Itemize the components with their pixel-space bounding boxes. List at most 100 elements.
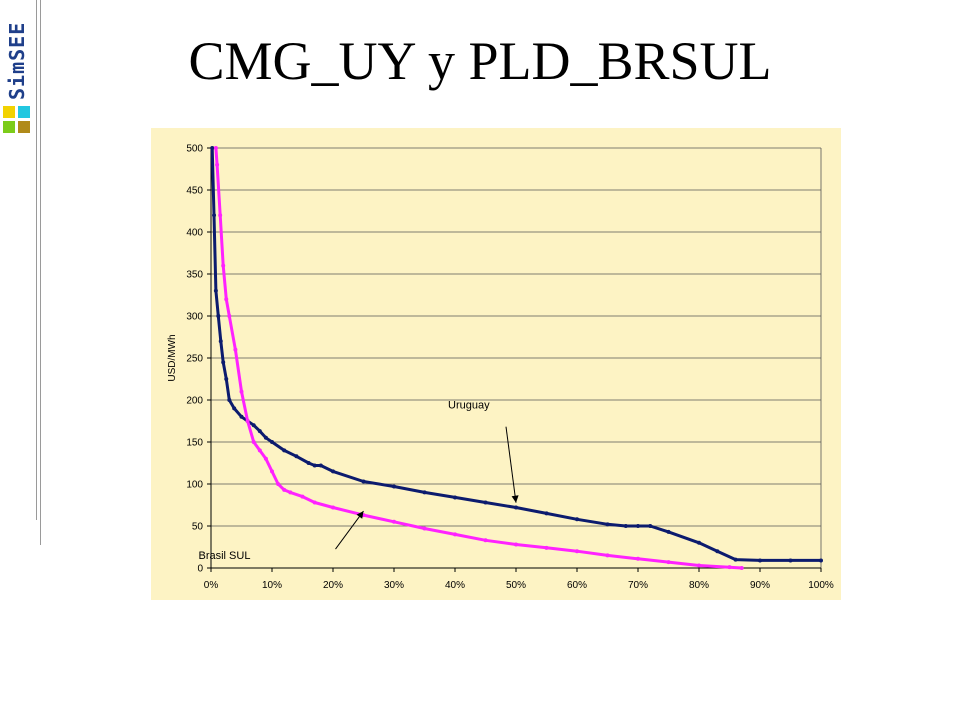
data-point [392,484,396,489]
grid-layer [211,147,822,569]
logo-square-green [3,121,15,133]
data-point [218,213,223,218]
data-point [312,500,317,505]
data-point [294,454,299,459]
data-point [221,360,226,365]
y-tick-label: 150 [186,438,203,449]
data-point [218,339,223,344]
data-point [331,505,335,510]
data-point [227,314,232,318]
data-point [263,435,268,440]
data-point [697,563,701,568]
data-point [239,414,244,419]
data-point [224,377,229,381]
data-point [213,146,218,150]
y-tick-label: 300 [186,312,203,323]
logo-square-yellow [3,106,15,118]
data-point [715,549,720,554]
data-point [623,524,628,528]
annotation-arrowhead [356,511,364,519]
data-point [251,440,256,444]
x-tick-label: 50% [506,580,526,591]
y-tick-label: 50 [192,522,204,533]
x-tick-label: 60% [567,580,587,591]
series-line-uruguay [210,147,821,562]
data-point [392,519,396,524]
y-tick-label: 100 [186,480,203,491]
data-point [483,500,488,505]
slide-title-wrap: CMG_UY y PLD_BRSUL [0,30,960,92]
data-point [227,398,232,402]
data-point [483,538,488,543]
data-point [605,522,610,527]
data-point [331,469,335,474]
data-point [233,347,238,352]
y-tick-label: 200 [186,396,203,407]
data-point [251,423,256,428]
x-tick-label: 0% [204,580,219,591]
data-point [312,463,317,468]
y-tick-label: 450 [186,186,203,197]
data-point [212,213,217,218]
data-point [605,553,610,558]
sidebar-divider-line [36,0,37,520]
brand-sidebar: SimSEE [0,0,44,560]
data-point [733,557,738,562]
x-tick-label: 40% [445,580,465,591]
data-point [318,463,323,468]
data-point [666,529,671,534]
x-tick-label: 30% [384,580,404,591]
slide-title: CMG_UY y PLD_BRSUL [188,31,772,91]
data-point [819,558,823,563]
data-point [453,532,457,537]
data-point [361,479,366,484]
data-point [422,490,427,495]
x-tick-label: 10% [262,580,282,591]
data-point [666,560,671,565]
x-tick-label: 100% [808,580,834,591]
y-tick-label: 400 [186,228,203,239]
data-point [636,556,640,561]
x-tick-label: 70% [628,580,648,591]
data-point [276,482,281,486]
data-point [422,526,427,531]
axis-layer: 0 50 100 150 200 250 300 350 400 450 500 0% 10% 20% 30… [167,144,834,592]
annotation-arrow-line [505,426,517,503]
data-point [282,487,287,492]
data-point [270,440,274,444]
data-point [282,448,287,453]
duration-curve-chart: 0 50 100 150 200 250 300 350 400 450 500 0% 10% 20% 30… [151,128,841,600]
annotation-arrowhead [511,495,519,503]
chart-background [151,128,841,600]
data-point [636,524,640,528]
y-axis-label: USD/MWh [167,334,178,381]
data-point [697,540,701,545]
data-point [300,494,305,499]
data-point [263,456,268,461]
x-tick-label: 90% [750,580,770,591]
data-point [257,448,262,453]
y-tick-label: 250 [186,354,203,365]
data-point [270,469,274,474]
data-point [727,565,732,570]
annotation-label: Brasil SUL [199,550,251,562]
y-tick-label: 0 [197,564,203,575]
data-point [544,545,549,550]
data-point [453,495,457,500]
annotation-layer: Uruguay Brasil SUL [199,400,519,562]
annotation-label: Uruguay [448,400,490,412]
data-point [221,263,226,268]
x-tick-label: 80% [689,580,709,591]
data-point [245,419,250,423]
data-point [306,461,311,465]
sidebar-divider-line [40,0,41,545]
data-point [788,558,793,563]
series-layer [210,146,823,570]
data-point [575,517,579,522]
data-point [216,314,221,318]
data-point [224,297,229,302]
x-tick-label: 20% [323,580,343,591]
logo-square-olive [18,121,30,133]
y-tick-label: 350 [186,270,203,281]
y-tick-label: 500 [186,144,203,155]
